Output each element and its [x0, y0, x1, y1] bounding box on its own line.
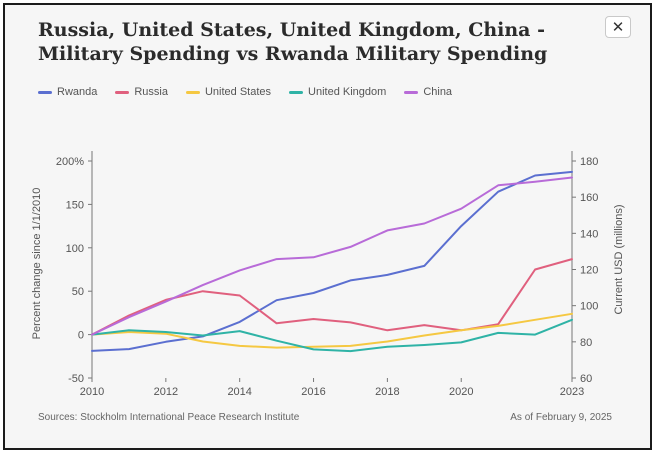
x-tick-label: 2014	[227, 386, 251, 398]
legend-swatch	[289, 90, 304, 94]
series-line-united-states	[91, 312, 573, 349]
right-axis-title: Current USD (millions)	[613, 204, 625, 314]
close-button[interactable]: ✕	[605, 16, 631, 38]
right-tick-label: 100	[580, 301, 598, 313]
legend-item-united-states[interactable]: United States	[185, 86, 272, 98]
left-tick-label: 50	[72, 286, 84, 298]
source-note: Sources: Stockholm International Peace R…	[38, 412, 300, 423]
right-tick-label: 60	[580, 373, 592, 385]
legend-item-rwanda[interactable]: Rwanda	[38, 86, 97, 98]
series-line-china	[91, 176, 573, 336]
chart-card: Russia, United States, United Kingdom, C…	[3, 3, 652, 450]
series-line-russia	[91, 258, 573, 336]
chart-title: Russia, United States, United Kingdom, C…	[38, 19, 548, 65]
close-icon: ✕	[611, 19, 625, 36]
chart-svg: 200% 150 100 50 0 -50 180 160 140 120 100 80 60 2010 2…	[31, 151, 625, 398]
legend-label: China	[423, 86, 453, 98]
legend-label: Russia	[134, 86, 168, 98]
x-tick-label: 2018	[375, 386, 399, 398]
right-tick-label: 80	[580, 337, 592, 349]
left-tick-label: 0	[78, 330, 84, 342]
legend-item-united-kingdom[interactable]: United Kingdom	[289, 86, 386, 98]
x-tick-label: 2020	[449, 386, 473, 398]
legend-label: United States	[204, 86, 272, 98]
legend-item-china[interactable]: China	[404, 86, 452, 98]
x-tick-label: 2012	[154, 386, 178, 398]
x-tick-label: 2023	[560, 386, 584, 398]
left-axis-title: Percent change since 1/1/2010	[31, 188, 43, 340]
right-tick-label: 160	[580, 192, 598, 204]
right-tick-label: 140	[580, 228, 598, 240]
left-tick-label: -50	[68, 373, 84, 385]
legend-label: United Kingdom	[308, 86, 387, 98]
series-line-rwanda	[91, 170, 573, 352]
series-line-united-kingdom	[91, 318, 573, 353]
as-of-date: As of February 9, 2025	[510, 412, 612, 423]
right-tick-label: 120	[580, 265, 598, 277]
legend-label: Rwanda	[57, 86, 98, 98]
left-tick-label: 100	[66, 243, 84, 255]
legend-swatch	[38, 90, 52, 94]
x-tick-label: 2016	[301, 386, 325, 398]
left-tick-label: 200%	[56, 156, 84, 168]
legend-swatch	[185, 90, 200, 94]
left-tick-label: 150	[66, 199, 84, 211]
chart-legend: Rwanda Russia United States United Kingdom C…	[38, 86, 452, 98]
x-tick-label: 2010	[80, 386, 104, 398]
legend-swatch	[115, 90, 130, 94]
right-tick-label: 180	[580, 156, 598, 168]
legend-swatch	[404, 90, 419, 94]
legend-item-russia[interactable]: Russia	[115, 86, 168, 98]
